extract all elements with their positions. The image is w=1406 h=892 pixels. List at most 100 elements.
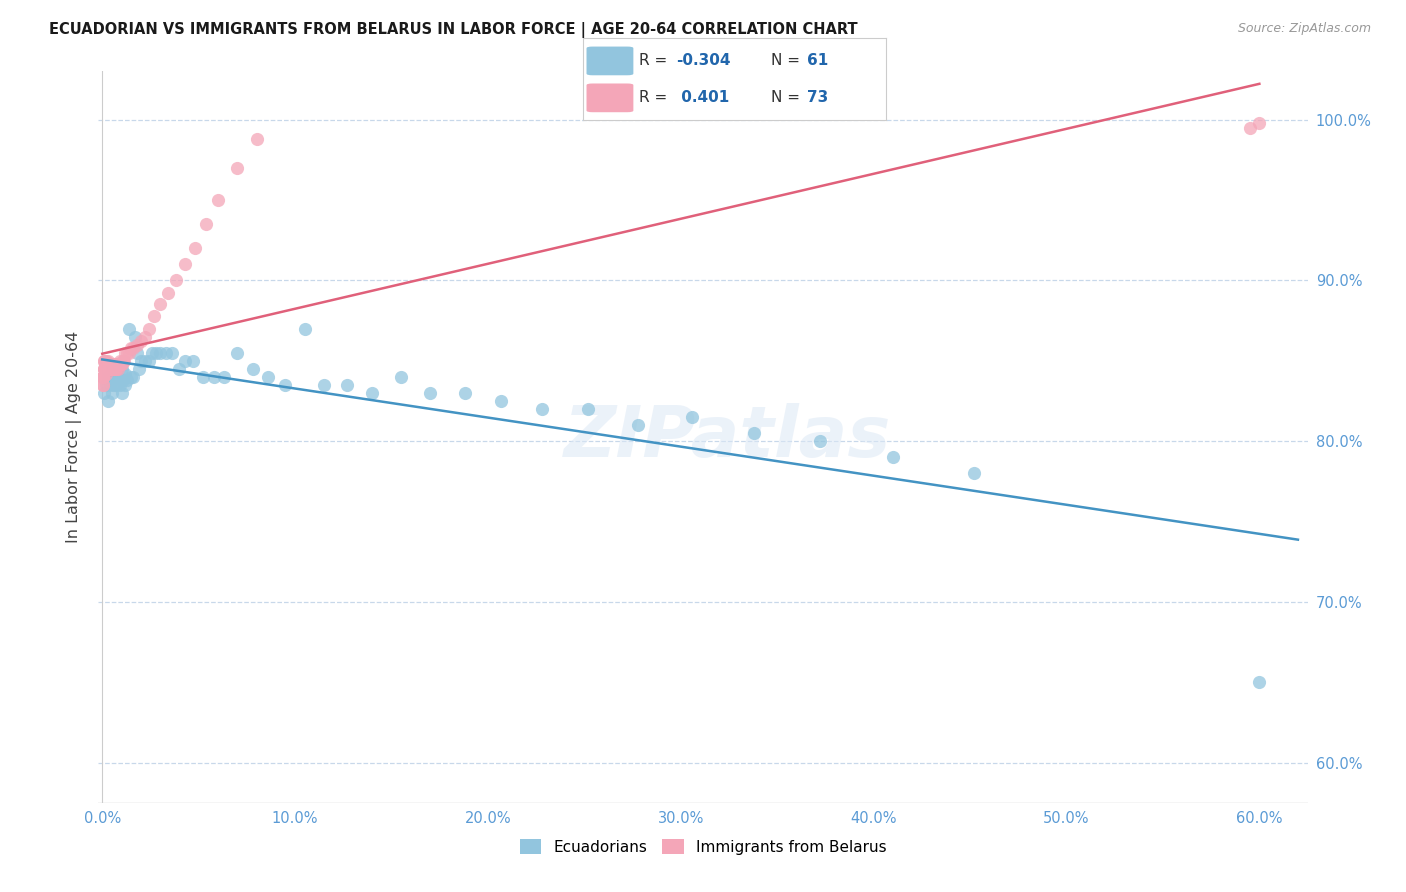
Text: N =: N = [770,90,804,105]
Point [138,353,160,368]
Point [156,286,179,301]
Point [145,345,167,359]
Text: R =: R = [640,53,672,68]
Text: ZIPatlas: ZIPatlas [564,402,891,472]
Point [174,257,197,271]
Point [1239,120,1261,135]
Point [138,321,160,335]
Point [361,385,384,400]
Point [104,377,127,392]
Point [91,377,114,392]
Point [212,369,235,384]
Point [107,357,129,371]
Point [108,377,131,392]
Point [149,297,172,311]
Text: 73: 73 [807,90,828,105]
Legend: Ecuadorians, Immigrants from Belarus: Ecuadorians, Immigrants from Belarus [513,833,893,861]
Point [93,361,115,376]
Point [129,334,152,349]
Point [191,369,214,384]
Point [97,361,120,376]
Point [97,393,120,408]
Point [93,361,115,376]
Point [94,377,117,392]
Point [1249,675,1271,690]
Point [93,377,115,392]
Point [681,409,703,424]
Point [242,361,264,376]
Text: 0.401: 0.401 [676,90,728,105]
Point [125,337,148,351]
Point [111,353,134,368]
Point [129,353,152,368]
Point [226,161,249,175]
Point [114,353,136,368]
Point [91,369,114,384]
Point [97,369,120,384]
Point [103,361,125,376]
Point [118,345,141,359]
Point [114,367,136,381]
Point [124,329,146,343]
Point [112,353,135,368]
Text: ECUADORIAN VS IMMIGRANTS FROM BELARUS IN LABOR FORCE | AGE 20-64 CORRELATION CHA: ECUADORIAN VS IMMIGRANTS FROM BELARUS IN… [49,22,858,38]
Point [110,357,132,371]
Point [114,345,136,359]
Point [108,357,131,371]
Text: -0.304: -0.304 [676,53,730,68]
Point [101,385,124,400]
Point [110,361,132,376]
Point [530,401,553,416]
Point [114,377,136,392]
Point [122,369,145,384]
Point [312,377,335,392]
Point [141,345,163,359]
Point [94,357,117,371]
Point [98,357,121,371]
Point [808,434,831,449]
Point [120,369,142,384]
Point [96,361,118,376]
Point [389,369,412,384]
Point [100,357,122,371]
Text: R =: R = [640,90,672,105]
Point [98,377,121,392]
Point [963,467,986,481]
Point [336,377,359,392]
Point [274,377,297,392]
Point [96,357,118,371]
Point [94,361,117,376]
Point [93,369,115,384]
Point [882,450,904,465]
Y-axis label: In Labor Force | Age 20-64: In Labor Force | Age 20-64 [66,331,83,543]
Point [143,309,166,323]
Point [101,361,124,376]
Point [112,373,135,387]
Point [195,217,218,231]
Point [105,361,128,376]
Point [110,385,132,400]
Point [120,341,142,355]
Point [742,425,765,440]
Point [108,353,131,368]
Point [149,345,172,359]
Point [576,401,599,416]
Point [103,357,125,371]
Point [184,241,207,255]
Point [104,369,127,384]
Point [165,273,187,287]
Point [103,369,125,384]
Point [96,361,118,376]
Point [202,369,225,384]
Point [93,357,115,371]
Point [101,361,124,376]
Point [91,369,114,384]
Point [125,345,148,359]
Point [1249,116,1271,130]
Point [107,369,129,384]
Point [97,361,120,376]
Point [93,385,115,400]
Point [97,353,120,368]
Point [94,361,117,376]
Text: 61: 61 [807,53,828,68]
